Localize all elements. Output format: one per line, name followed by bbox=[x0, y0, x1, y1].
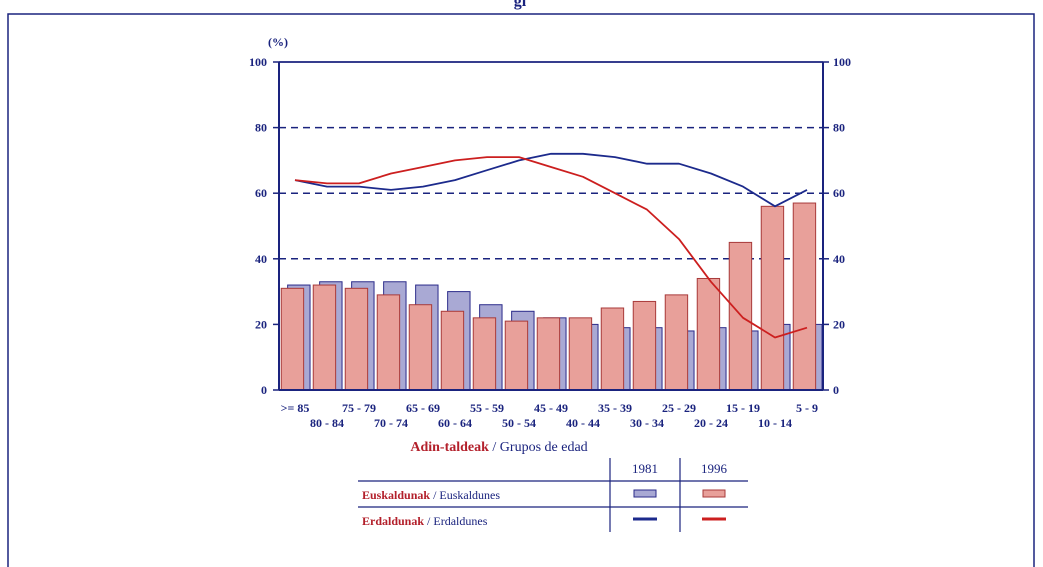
y-tick-right-20: 20 bbox=[833, 317, 845, 331]
legend: 1981 1996 Euskaldunak / Euskaldunes Erda… bbox=[358, 458, 748, 532]
bar-1996-5 bbox=[440, 310, 465, 391]
x-tick-2: 75 - 79 bbox=[342, 401, 376, 415]
x-axis-title-bold: Adin-taldeak bbox=[410, 440, 489, 455]
x-tick-11: 30 - 34 bbox=[630, 416, 664, 430]
line-erdaldunak-1981 bbox=[294, 152, 808, 208]
x-tick-12: 25 - 29 bbox=[662, 401, 696, 415]
bar-1996-10 bbox=[600, 307, 625, 391]
outer-border bbox=[7, 13, 1035, 567]
bar-1996-13 bbox=[696, 277, 721, 391]
bar-1996-3 bbox=[376, 294, 401, 391]
legend-row2-rest: / Erdaldunes bbox=[424, 514, 488, 528]
x-tick-16: 5 - 9 bbox=[796, 401, 818, 415]
legend-year-1981: 1981 bbox=[632, 461, 658, 476]
axes-group bbox=[278, 62, 824, 391]
bar-1996-11 bbox=[632, 300, 657, 391]
x-axis-title-rest: / Grupos de edad bbox=[489, 440, 588, 455]
x-tick-3: 70 - 74 bbox=[374, 416, 408, 430]
bar-1996-1 bbox=[312, 284, 337, 391]
legend-swatch-bar-1981 bbox=[633, 489, 657, 498]
legend-row-euskaldunak: Euskaldunak / Euskaldunes bbox=[362, 488, 500, 502]
lines-group bbox=[294, 152, 808, 339]
bar-1996-15 bbox=[760, 205, 785, 391]
y-tick-left-80: 80 bbox=[255, 121, 267, 135]
legend-row1-rest: / Euskaldunes bbox=[430, 488, 500, 502]
bar-1996-9 bbox=[568, 317, 593, 391]
grid-lines bbox=[279, 61, 823, 260]
x-tick-1: 80 - 84 bbox=[310, 416, 344, 430]
y-unit-label: (%) bbox=[268, 35, 288, 49]
x-tick-6: 55 - 59 bbox=[470, 401, 504, 415]
legend-year-1996: 1996 bbox=[701, 461, 728, 476]
x-tick-5: 60 - 64 bbox=[438, 416, 472, 430]
legend-row1-bold: Euskaldunak bbox=[362, 488, 430, 502]
y-tick-right-100: 100 bbox=[833, 55, 851, 69]
bar-1996-16 bbox=[792, 202, 817, 391]
x-tick-15: 10 - 14 bbox=[758, 416, 792, 430]
y-tick-right-80: 80 bbox=[833, 121, 845, 135]
x-tick-10: 35 - 39 bbox=[598, 401, 632, 415]
y-tick-left-40: 40 bbox=[255, 252, 267, 266]
x-tick-7: 50 - 54 bbox=[502, 416, 536, 430]
y-tick-left-100: 100 bbox=[249, 55, 267, 69]
bar-1996-7 bbox=[504, 320, 529, 391]
bar-1996-12 bbox=[664, 294, 689, 391]
x-tick-13: 20 - 24 bbox=[694, 416, 728, 430]
x-axis-title: Adin-taldeak / Grupos de edad bbox=[410, 440, 587, 455]
x-tick-4: 65 - 69 bbox=[406, 401, 440, 415]
y-tick-left-0: 0 bbox=[261, 383, 267, 397]
y-ticks-left: 0 20 40 60 80 100 bbox=[249, 55, 279, 397]
bar-1996-0 bbox=[280, 287, 305, 391]
legend-row-erdaldunak: Erdaldunak / Erdaldunes bbox=[362, 514, 488, 528]
y-tick-right-60: 60 bbox=[833, 186, 845, 200]
legend-row2-bold: Erdaldunak bbox=[362, 514, 424, 528]
bar-1996-2 bbox=[344, 287, 369, 391]
x-tick-0: >= 85 bbox=[281, 401, 310, 415]
x-tick-8: 45 - 49 bbox=[534, 401, 568, 415]
bar-1996-8 bbox=[536, 317, 561, 391]
y-tick-right-0: 0 bbox=[833, 383, 839, 397]
bar-1996-6 bbox=[472, 317, 497, 391]
y-tick-left-20: 20 bbox=[255, 317, 267, 331]
header-text: gi bbox=[514, 0, 527, 10]
y-tick-right-40: 40 bbox=[833, 252, 845, 266]
bar-1996-4 bbox=[408, 304, 433, 391]
x-tick-14: 15 - 19 bbox=[726, 401, 760, 415]
bars-group bbox=[280, 202, 823, 391]
y-tick-left-60: 60 bbox=[255, 186, 267, 200]
legend-swatch-bar-1996 bbox=[702, 489, 726, 498]
line-erdaldunak-1996 bbox=[294, 156, 808, 339]
x-tick-9: 40 - 44 bbox=[566, 416, 600, 430]
y-ticks-right: 0 20 40 60 80 100 bbox=[823, 55, 851, 397]
